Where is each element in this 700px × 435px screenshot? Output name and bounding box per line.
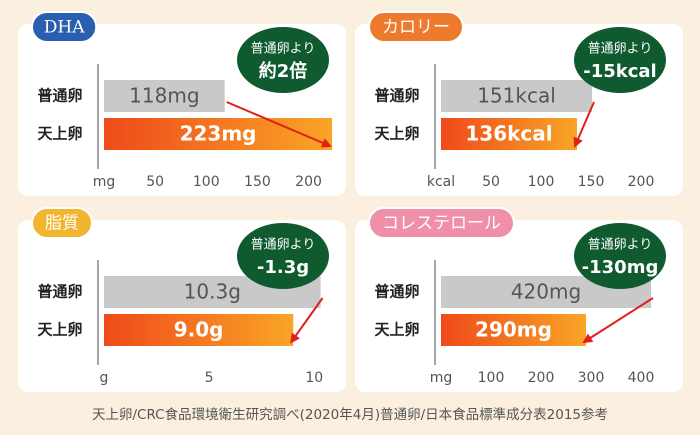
badge-line: 普通卵より [251, 42, 316, 57]
category-label: 天上卵 [374, 125, 419, 143]
bar [441, 314, 586, 346]
x-tick-label: 100 [478, 370, 505, 386]
x-tick-label: 200 [628, 174, 655, 190]
category-label: 天上卵 [374, 321, 419, 339]
category-label: 普通卵 [37, 283, 82, 301]
arrow [290, 297, 324, 344]
title-pill [31, 11, 98, 43]
badge-value: -1.3g [257, 257, 309, 278]
value-label: 223mg [180, 122, 257, 146]
badge-value: 約2倍 [259, 60, 308, 82]
x-tick-label: g [100, 370, 109, 386]
value-label: 10.3g [184, 280, 241, 304]
category-label: 天上卵 [37, 321, 82, 339]
category-label: 普通卵 [374, 87, 419, 105]
badge-line: 普通卵より [251, 238, 316, 253]
value-label: 290mg [475, 318, 552, 342]
x-tick-label: 150 [244, 174, 271, 190]
bar [441, 80, 592, 112]
badge-line: 普通卵より [588, 42, 653, 57]
bar [441, 118, 577, 150]
x-tick-label: 5 [205, 370, 214, 386]
x-tick-label: 50 [146, 174, 164, 190]
arrow [226, 101, 332, 148]
value-label: 151kcal [477, 84, 556, 108]
value-label: 136kcal [465, 122, 552, 146]
bar [104, 118, 333, 150]
x-tick-label: 10 [305, 370, 323, 386]
chart-title: 脂質 [45, 214, 79, 234]
x-tick-label: 200 [528, 370, 555, 386]
title-pill [368, 207, 515, 239]
value-label: 118mg [129, 84, 199, 108]
chart-title: コレステロール [382, 214, 501, 234]
badge-value: -130mg [582, 257, 659, 278]
badge [237, 27, 329, 93]
title-pill [368, 11, 464, 43]
bar [104, 80, 225, 112]
badge [574, 223, 666, 289]
x-tick-label: mg [93, 174, 116, 190]
value-label: 9.0g [174, 318, 224, 342]
x-tick-label: mg [430, 370, 453, 386]
value-label: 420mg [511, 280, 581, 304]
arrow [582, 297, 654, 344]
category-label: 普通卵 [37, 87, 82, 105]
category-label: 天上卵 [37, 125, 82, 143]
x-tick-label: 200 [295, 174, 322, 190]
category-label: 普通卵 [374, 283, 419, 301]
badge-line: 普通卵より [588, 238, 653, 253]
x-tick-label: 300 [578, 370, 605, 386]
badge [574, 27, 666, 93]
chart-title: カロリー [382, 18, 450, 38]
chart-title: DHA [44, 18, 85, 38]
arrow [573, 101, 595, 148]
badge [237, 223, 329, 289]
x-tick-label: 100 [193, 174, 220, 190]
badge-value: -15kcal [583, 61, 656, 82]
x-tick-label: 400 [628, 370, 655, 386]
x-tick-label: kcal [427, 174, 455, 190]
bar [104, 314, 294, 346]
x-tick-label: 100 [528, 174, 555, 190]
x-tick-label: 50 [482, 174, 500, 190]
footnote: 天上卵/CRC食品環境衛生研究調べ(2020年4月)普通卵/日本食品標準成分表2… [92, 406, 608, 423]
x-tick-label: 150 [578, 174, 605, 190]
title-pill [31, 207, 93, 239]
